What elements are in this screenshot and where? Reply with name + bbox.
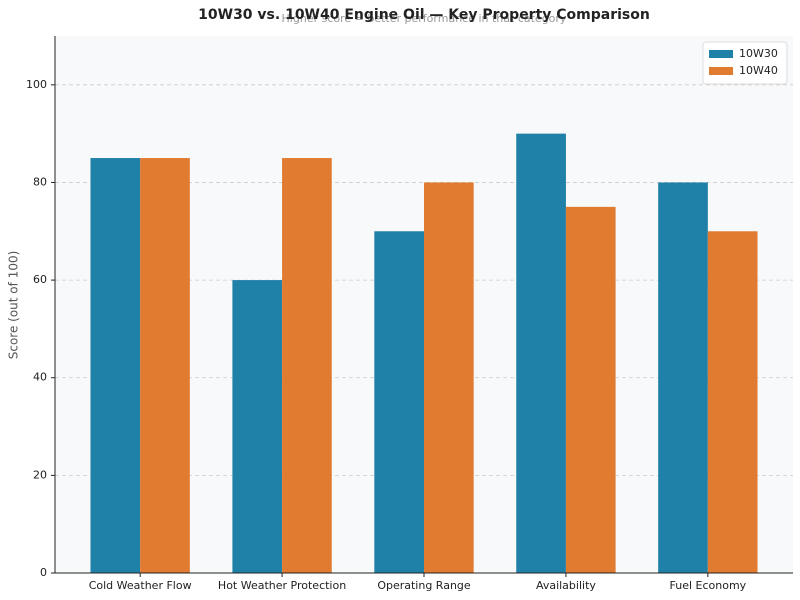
- bar: [565, 206, 616, 573]
- bar: [707, 231, 758, 574]
- bar: [140, 158, 190, 573]
- chart-title: 10W30 vs. 10W40 Engine Oil — Key Propert…: [198, 7, 650, 23]
- y-tick-label: 80: [33, 175, 47, 188]
- legend-swatch: [709, 50, 733, 58]
- x-tick-label: Operating Range: [377, 579, 471, 592]
- y-tick-label: 0: [40, 566, 47, 579]
- legend-label: 10W30: [739, 47, 778, 60]
- y-tick-label: 100: [26, 78, 47, 91]
- legend-swatch: [709, 67, 733, 75]
- bar: [374, 231, 424, 574]
- chart-subtitle: Higher score = better performance in tha…: [282, 12, 567, 25]
- bar: [424, 182, 474, 574]
- y-axis-label: Score (out of 100): [7, 251, 21, 360]
- x-tick-label: Cold Weather Flow: [89, 579, 192, 592]
- x-tick-label: Fuel Economy: [670, 579, 747, 592]
- bar: [516, 133, 566, 574]
- legend-label: 10W40: [739, 64, 778, 77]
- bar: [232, 280, 283, 573]
- x-tick-label: Hot Weather Protection: [218, 579, 346, 592]
- bar: [90, 158, 141, 573]
- bar: [658, 182, 708, 574]
- bar: [282, 158, 332, 573]
- x-tick-label: Availability: [536, 579, 596, 592]
- y-tick-label: 40: [33, 371, 47, 384]
- y-tick-label: 20: [33, 468, 47, 481]
- y-tick-label: 60: [33, 273, 47, 286]
